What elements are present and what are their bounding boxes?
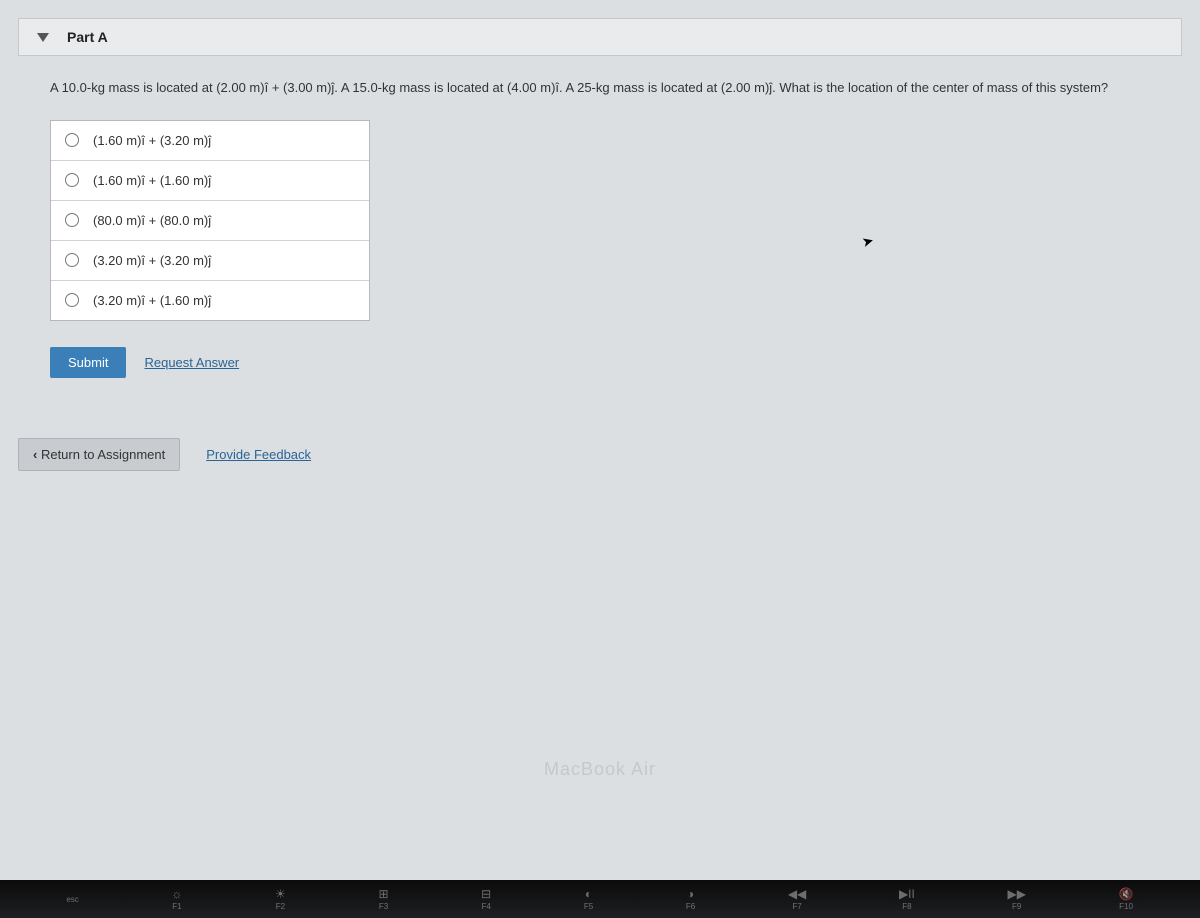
option-label-1: (1.60 m)î + (3.20 m)ĵ [93,133,211,148]
option-row-4[interactable]: (3.20 m)î + (3.20 m)ĵ [51,241,369,281]
option-radio-4[interactable] [65,253,79,267]
option-radio-2[interactable] [65,173,79,187]
collapse-icon[interactable] [37,33,49,42]
submit-button[interactable]: Submit [50,347,126,378]
option-label-5: (3.20 m)î + (1.60 m)ĵ [93,293,211,308]
part-title: Part A [67,29,108,45]
keyboard-strip: esc ☼ F1 ☀ F2 ⊞ F3 ⊟ F4 ◐ F5 ◑ F6 ◀◀ F7 … [0,880,1200,918]
part-body: A 10.0-kg mass is located at (2.00 m)î +… [18,56,1182,408]
footer-row: Return to Assignment Provide Feedback [18,438,1182,471]
option-label-4: (3.20 m)î + (3.20 m)ĵ [93,253,211,268]
option-radio-5[interactable] [65,293,79,307]
f9-key: ▶▶ F9 [1007,887,1025,911]
option-radio-3[interactable] [65,213,79,227]
option-radio-1[interactable] [65,133,79,147]
esc-key: esc [66,895,78,904]
part-header: Part A [18,18,1182,56]
f4-key: ⊟ F4 [481,887,491,911]
f8-key: ▶II F8 [899,887,915,911]
question-text: A 10.0-kg mass is located at (2.00 m)î +… [50,78,1150,98]
option-row-2[interactable]: (1.60 m)î + (1.60 m)ĵ [51,161,369,201]
option-label-3: (80.0 m)î + (80.0 m)ĵ [93,213,211,228]
f3-key: ⊞ F3 [378,887,388,911]
option-label-2: (1.60 m)î + (1.60 m)ĵ [93,173,211,188]
action-row: Submit Request Answer [50,347,1150,378]
f1-key: ☼ F1 [171,887,182,911]
f5-key: ◐ F5 [584,887,593,911]
option-row-3[interactable]: (80.0 m)î + (80.0 m)ĵ [51,201,369,241]
option-row-5[interactable]: (3.20 m)î + (1.60 m)ĵ [51,281,369,320]
request-answer-link[interactable]: Request Answer [144,355,239,370]
f7-key: ◀◀ F7 [788,887,806,911]
assignment-container: Part A A 10.0-kg mass is located at (2.0… [0,18,1200,471]
f10-key: 🔇 F10 [1119,887,1134,911]
f6-key: ◑ F6 [686,887,695,911]
f2-key: ☀ F2 [275,887,286,911]
return-assignment-button[interactable]: Return to Assignment [18,438,180,471]
options-box: (1.60 m)î + (3.20 m)ĵ (1.60 m)î + (1.60 … [50,120,370,321]
option-row-1[interactable]: (1.60 m)î + (3.20 m)ĵ [51,121,369,161]
laptop-brand-label: MacBook Air [544,759,656,780]
provide-feedback-link[interactable]: Provide Feedback [206,447,311,462]
